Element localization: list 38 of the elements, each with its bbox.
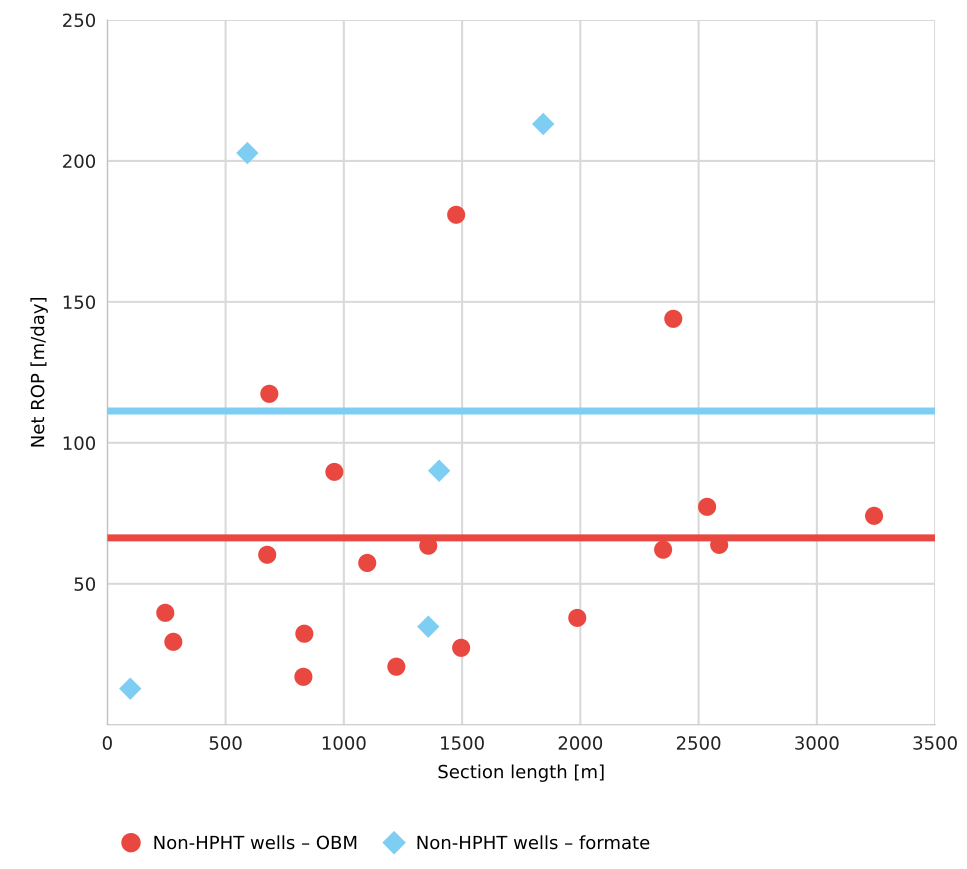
x-tick-label: 1000 — [322, 736, 366, 750]
x-tick-label: 3000 — [795, 736, 839, 750]
point — [325, 462, 344, 481]
point — [164, 632, 182, 651]
x-tick-label: 3500 — [913, 736, 957, 750]
y-tick-label: 50 — [74, 577, 96, 591]
y-tick-label: 200 — [63, 154, 96, 168]
point — [865, 506, 884, 525]
point — [428, 460, 450, 482]
x-tick-label: 2500 — [676, 736, 720, 750]
y-tick-label: 100 — [64, 436, 96, 450]
point — [447, 206, 466, 224]
x-tick-label: 0 — [102, 736, 112, 750]
point — [664, 310, 682, 328]
point — [236, 142, 259, 164]
point — [294, 668, 312, 686]
x-axis-title: Section length [m] — [438, 764, 604, 782]
point — [295, 624, 314, 643]
legend-label: Non-HPHT wells – formate — [418, 835, 650, 850]
point — [260, 384, 278, 403]
point — [654, 540, 672, 559]
point — [358, 554, 376, 572]
y-tick-label: 150 — [64, 295, 96, 310]
x-tick-label: 2000 — [558, 736, 602, 750]
y-tick-label: 250 — [63, 13, 96, 28]
legend-label: Non-HPHT wells – OBM — [154, 835, 356, 850]
x-tick-label: 1500 — [441, 736, 484, 750]
point — [532, 112, 554, 136]
point — [156, 604, 174, 622]
point — [119, 677, 142, 700]
point — [698, 498, 716, 516]
point — [258, 546, 276, 564]
point — [417, 615, 440, 638]
y-axis-title: Net ROP [m/day] — [30, 298, 48, 446]
point — [387, 658, 406, 676]
point — [452, 638, 470, 657]
point — [568, 608, 586, 627]
x-tick-label: 500 — [210, 736, 242, 750]
